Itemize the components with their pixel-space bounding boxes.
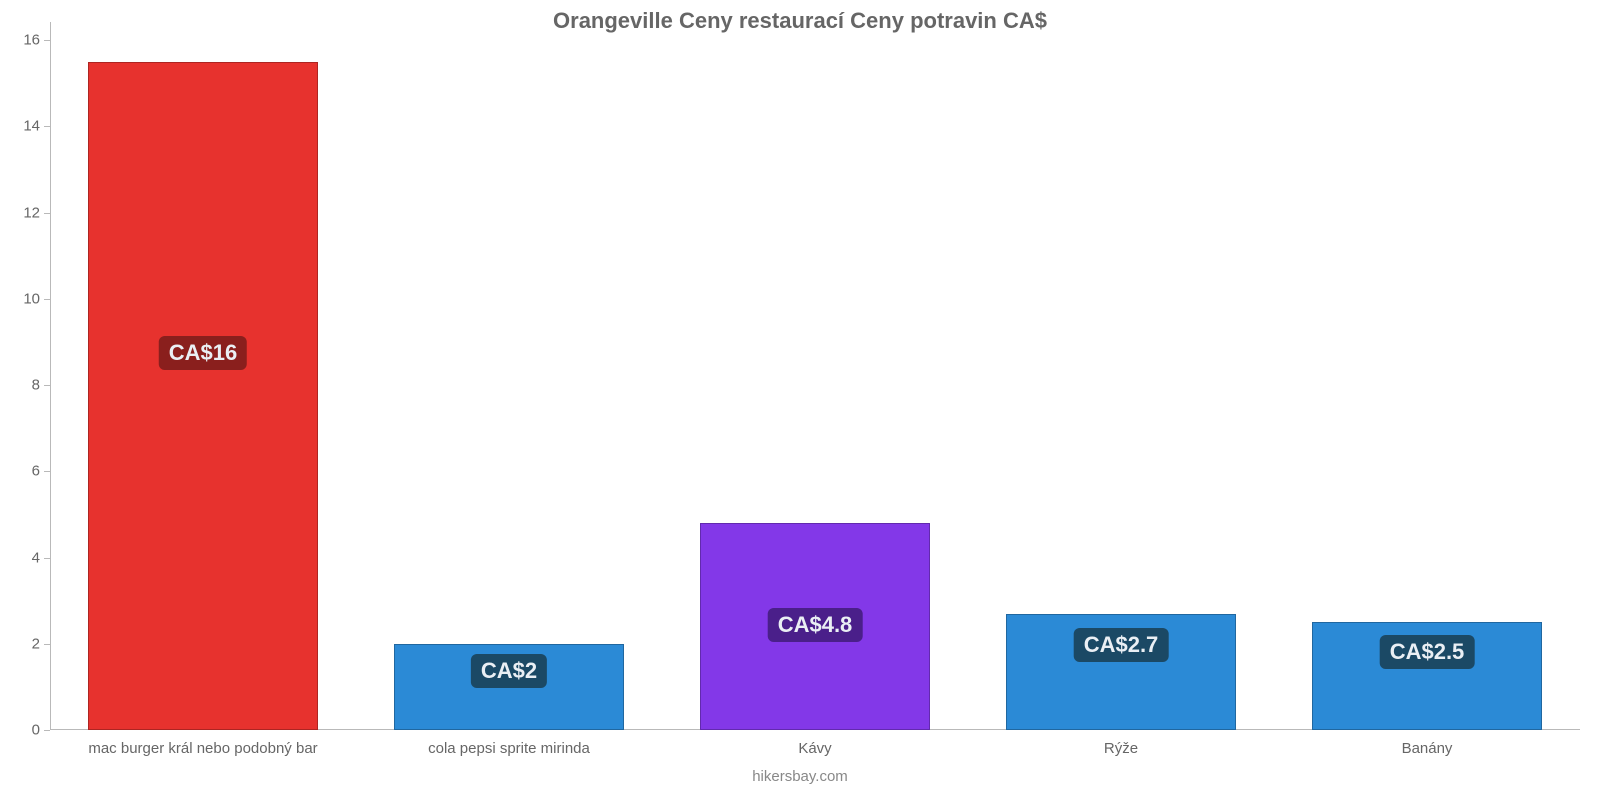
ytick-mark (44, 558, 50, 559)
value-badge: CA$2.7 (1074, 628, 1169, 662)
x-category-label: cola pepsi sprite mirinda (428, 740, 590, 757)
plot-area: mac burger král nebo podobný barCA$16col… (50, 40, 1580, 730)
ytick-label: 10 (0, 290, 40, 307)
ytick-mark (44, 40, 50, 41)
price-bar-chart: Orangeville Ceny restaurací Ceny potravi… (0, 0, 1600, 800)
chart-caption: hikersbay.com (0, 768, 1600, 785)
value-badge: CA$4.8 (768, 608, 863, 642)
ytick-label: 14 (0, 118, 40, 135)
ytick-label: 8 (0, 377, 40, 394)
ytick-mark (44, 126, 50, 127)
y-axis-line (50, 22, 51, 730)
ytick-mark (44, 213, 50, 214)
ytick-label: 16 (0, 32, 40, 49)
x-category-label: Rýže (1104, 740, 1138, 757)
value-badge: CA$16 (159, 336, 247, 370)
x-category-label: Kávy (798, 740, 831, 757)
ytick-mark (44, 730, 50, 731)
x-category-label: mac burger král nebo podobný bar (88, 740, 317, 757)
ytick-label: 4 (0, 549, 40, 566)
value-badge: CA$2.5 (1380, 635, 1475, 669)
ytick-label: 0 (0, 722, 40, 739)
chart-title: Orangeville Ceny restaurací Ceny potravi… (0, 8, 1600, 34)
value-badge: CA$2 (471, 654, 547, 688)
ytick-label: 6 (0, 463, 40, 480)
ytick-label: 2 (0, 635, 40, 652)
bar (88, 62, 318, 730)
ytick-mark (44, 471, 50, 472)
ytick-mark (44, 644, 50, 645)
x-category-label: Banány (1402, 740, 1453, 757)
ytick-mark (44, 385, 50, 386)
ytick-mark (44, 299, 50, 300)
ytick-label: 12 (0, 204, 40, 221)
